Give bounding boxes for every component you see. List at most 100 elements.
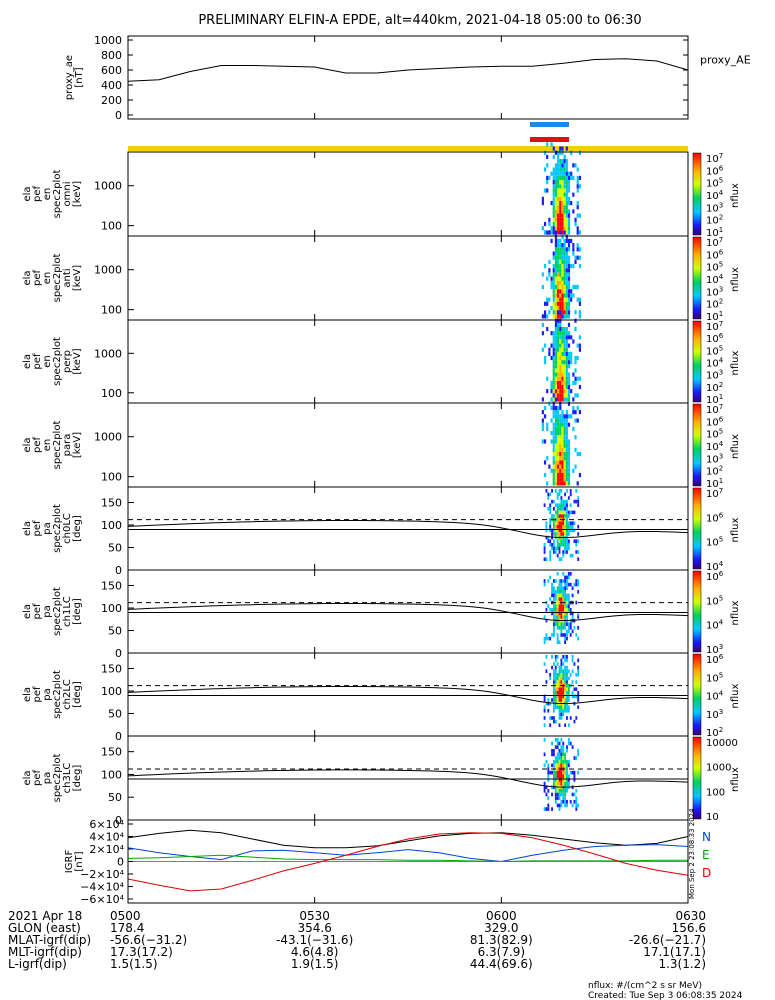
spectrogram-cell xyxy=(548,351,551,356)
spectrogram-cell xyxy=(557,247,560,252)
spectrogram-cell xyxy=(552,676,555,681)
spectrogram-cell xyxy=(567,280,571,285)
spectrogram-cell xyxy=(569,770,572,775)
panel-2: ela pef en spec2plot anti [keV] 10001001071061… xyxy=(22,226,741,323)
spectrogram-cell xyxy=(576,184,579,189)
spectrogram-cell xyxy=(557,447,560,452)
spectrogram-cell xyxy=(554,175,558,181)
spectrogram-cell xyxy=(559,335,562,340)
spectrogram-cell xyxy=(571,525,574,529)
colorbar xyxy=(692,403,702,487)
spectrogram-cell xyxy=(556,590,559,594)
legend-d: D xyxy=(702,866,711,880)
spectrogram-cell xyxy=(561,200,564,206)
y-tick-label: −4×10⁴ xyxy=(80,881,124,894)
spectrogram-cell xyxy=(549,507,552,511)
spectrogram-cell xyxy=(554,546,557,551)
spectrogram-cell xyxy=(564,803,567,808)
spectrogram-cell xyxy=(549,673,552,677)
spectrogram-cell xyxy=(574,380,577,385)
spectrogram-cell xyxy=(558,796,561,800)
spectrogram-cell xyxy=(552,276,555,281)
spectrogram-cell xyxy=(558,687,561,691)
y-tick-label: 100 xyxy=(101,304,122,317)
spectrogram-cell xyxy=(557,200,560,206)
spectrogram-cell xyxy=(566,767,568,771)
spectrogram-cell xyxy=(558,709,561,713)
spectrogram-cell xyxy=(557,389,560,394)
spectrogram-cell xyxy=(557,451,560,457)
spectrogram-cell xyxy=(567,676,570,681)
spectrogram-cell xyxy=(554,234,558,239)
spectrogram-cell xyxy=(559,343,562,348)
spectrogram-cell xyxy=(552,180,555,185)
spectrogram-cell xyxy=(564,590,567,594)
spectrogram-cell xyxy=(557,343,560,348)
spectrogram-cell xyxy=(554,443,558,448)
spectrogram-cell xyxy=(557,150,560,155)
spectrogram-cell xyxy=(551,665,553,670)
spectrogram-cell xyxy=(565,268,568,273)
spectrogram-cell xyxy=(567,763,570,768)
spectrogram-cell xyxy=(557,376,560,381)
spectrogram-cell xyxy=(563,397,566,402)
y-tick-label: 100 xyxy=(101,387,122,400)
spectrogram-cell xyxy=(560,658,563,663)
spectrogram-cell xyxy=(562,669,565,673)
spectrogram-cell xyxy=(575,499,578,504)
spectrogram-cell xyxy=(577,665,580,670)
spectrogram-cell xyxy=(556,553,559,558)
spectrogram-cell xyxy=(554,243,558,248)
spectrogram-cell xyxy=(567,774,570,779)
spectrogram-cell xyxy=(564,705,567,709)
spectrogram-cell xyxy=(545,655,548,659)
x-row-value: 6.3(7.9) xyxy=(478,945,526,959)
spectrogram-cell xyxy=(561,414,564,419)
spectrogram-cell xyxy=(572,426,575,432)
spectrogram-cell xyxy=(578,343,581,348)
spectrogram-cell xyxy=(565,159,568,164)
spectrogram-cell xyxy=(543,579,546,583)
spectrogram-cell xyxy=(576,418,579,423)
spectrogram-cell xyxy=(576,297,579,302)
spectrogram-cell xyxy=(565,209,568,214)
colorbar-label: nflux xyxy=(730,601,741,626)
spectrogram-cell xyxy=(561,443,564,448)
spectrogram-cell xyxy=(565,171,568,176)
spectrogram-cell xyxy=(545,535,548,540)
spectrogram-cell xyxy=(566,604,568,608)
spectrogram-cell xyxy=(567,738,570,742)
spectrogram-cell xyxy=(558,669,561,673)
spectrogram-cell xyxy=(565,284,568,290)
spectrogram-cell xyxy=(543,705,546,709)
spectrogram-cell xyxy=(543,264,547,269)
y-axis-label-line: ela xyxy=(22,687,33,702)
spectrogram-cell xyxy=(554,326,558,332)
spectrogram-cell xyxy=(563,372,566,377)
x-row-value: 1.5(1.5) xyxy=(110,957,158,971)
spectrogram-cell xyxy=(558,759,561,764)
y-tick-label: 100 xyxy=(101,685,122,698)
spectrogram-cell xyxy=(563,451,566,457)
spectrogram-cell xyxy=(552,615,555,619)
spectrogram-cell xyxy=(560,763,563,768)
spectrogram-cell xyxy=(563,163,566,168)
spectrogram-cell xyxy=(564,640,567,644)
spectrogram-cell xyxy=(554,335,558,340)
spectrogram-cell xyxy=(567,597,570,601)
spectrogram-cell xyxy=(567,247,571,252)
spectrogram-cell xyxy=(561,184,564,189)
spectrogram-cell xyxy=(558,676,561,681)
spectrogram-cell xyxy=(564,723,567,727)
spectrogram-cell xyxy=(549,575,552,580)
spectrogram-cell xyxy=(541,322,544,327)
spectrogram-cell xyxy=(564,528,567,533)
spectrogram-cell xyxy=(558,489,561,493)
spectrogram-cell xyxy=(563,255,566,260)
panel-5: ela pef pa spec2plot ch0LC [deg]1501005001071… xyxy=(22,486,741,577)
spectrogram-cell xyxy=(558,803,561,808)
legend-e: E xyxy=(702,848,710,862)
spectrogram-cell xyxy=(563,439,566,444)
spectrogram-cell xyxy=(545,521,548,525)
spectrogram-cell xyxy=(557,217,560,222)
